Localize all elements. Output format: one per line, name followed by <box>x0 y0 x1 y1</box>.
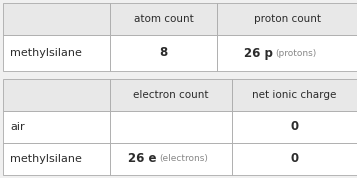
Text: 0: 0 <box>291 121 298 134</box>
Text: 0: 0 <box>291 153 298 166</box>
Bar <box>110 143 232 175</box>
Text: 8: 8 <box>159 46 168 59</box>
Bar <box>3 35 110 71</box>
Text: electron count: electron count <box>133 90 209 100</box>
Bar <box>217 3 357 35</box>
Bar <box>110 79 232 111</box>
Text: (protons): (protons) <box>275 48 316 57</box>
Bar <box>217 35 357 71</box>
Bar <box>110 111 232 143</box>
Bar <box>3 111 110 143</box>
Text: (electrons): (electrons) <box>159 155 208 164</box>
Text: 26 p: 26 p <box>244 46 273 59</box>
Bar <box>232 143 357 175</box>
Bar <box>3 143 110 175</box>
Bar <box>232 79 357 111</box>
Bar <box>110 35 217 71</box>
Text: methylsilane: methylsilane <box>10 154 82 164</box>
Text: methylsilane: methylsilane <box>10 48 82 58</box>
Text: air: air <box>10 122 25 132</box>
Text: net ionic charge: net ionic charge <box>252 90 337 100</box>
Bar <box>232 111 357 143</box>
Bar <box>110 3 217 35</box>
Text: 26 e: 26 e <box>129 153 157 166</box>
Text: proton count: proton count <box>253 14 321 24</box>
Text: atom count: atom count <box>134 14 193 24</box>
Bar <box>3 3 110 35</box>
Bar <box>3 79 110 111</box>
